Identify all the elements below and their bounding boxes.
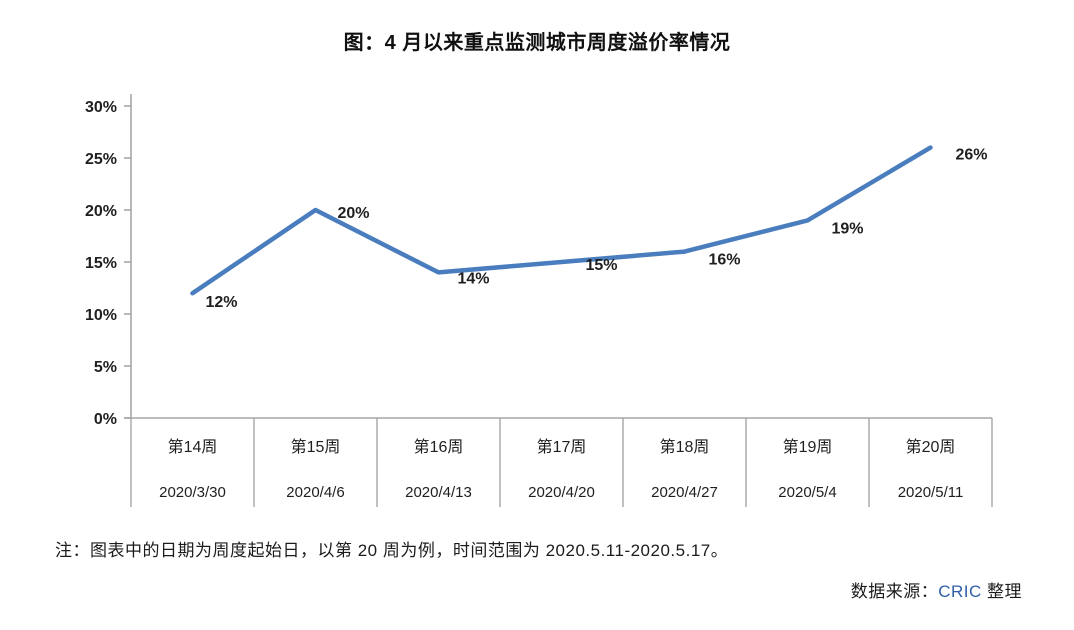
data-label: 14% [458, 270, 490, 287]
x-week-label: 第18周 [660, 438, 710, 456]
x-week-label: 第19周 [783, 438, 833, 456]
data-labels: 12% 20% 14% 15% 16% 19% 26% [206, 147, 988, 312]
x-date-label: 2020/5/11 [898, 484, 964, 501]
x-date-label: 2020/4/6 [286, 484, 344, 501]
x-week-label: 第20周 [906, 438, 956, 456]
data-label: 19% [832, 220, 864, 237]
x-date-label: 2020/4/20 [528, 484, 595, 501]
series-line [190, 145, 933, 296]
data-label: 16% [709, 252, 741, 269]
data-label: 12% [206, 294, 238, 311]
x-week-label: 第14周 [168, 438, 218, 456]
data-label: 15% [586, 257, 618, 274]
y-tick-label: 10% [85, 307, 117, 324]
x-date-label: 2020/4/27 [651, 484, 718, 501]
y-tick-label: 25% [85, 151, 117, 168]
data-source-brand: CRIC [938, 582, 982, 601]
x-date-label: 2020/3/30 [159, 484, 226, 501]
x-date-label: 2020/4/13 [405, 484, 472, 501]
data-source: 数据来源：CRIC 整理 [851, 577, 1022, 602]
series-line-group [190, 145, 933, 296]
data-source-suffix: 整理 [981, 582, 1022, 601]
chart-title: 图：4 月以来重点监测城市周度溢价率情况 [343, 32, 731, 54]
chart-note: 注：图表中的日期为周度起始日，以第 20 周为例，时间范围为 2020.5.11… [55, 541, 729, 560]
y-tick-labels: 0% 5% 10% 15% 20% 25% 30% [85, 99, 117, 428]
y-tick-label: 30% [85, 99, 117, 116]
x-week-label: 第15周 [291, 438, 341, 456]
data-label: 20% [338, 205, 370, 222]
y-axis [124, 94, 132, 419]
x-date-label: 2020/5/4 [778, 484, 836, 501]
category-dividers [130, 418, 993, 507]
data-label: 26% [956, 147, 988, 164]
x-week-label: 第16周 [414, 438, 464, 456]
y-tick-label: 5% [94, 359, 117, 376]
y-tick-label: 0% [94, 411, 117, 428]
x-category-labels: 第14周 2020/3/30 第15周 2020/4/6 第16周 2020/4/13 第1… [159, 438, 963, 501]
y-tick-label: 15% [85, 255, 117, 272]
y-tick-label: 20% [85, 203, 117, 220]
x-week-label: 第17周 [537, 438, 587, 456]
data-source-prefix: 数据来源： [850, 582, 939, 601]
